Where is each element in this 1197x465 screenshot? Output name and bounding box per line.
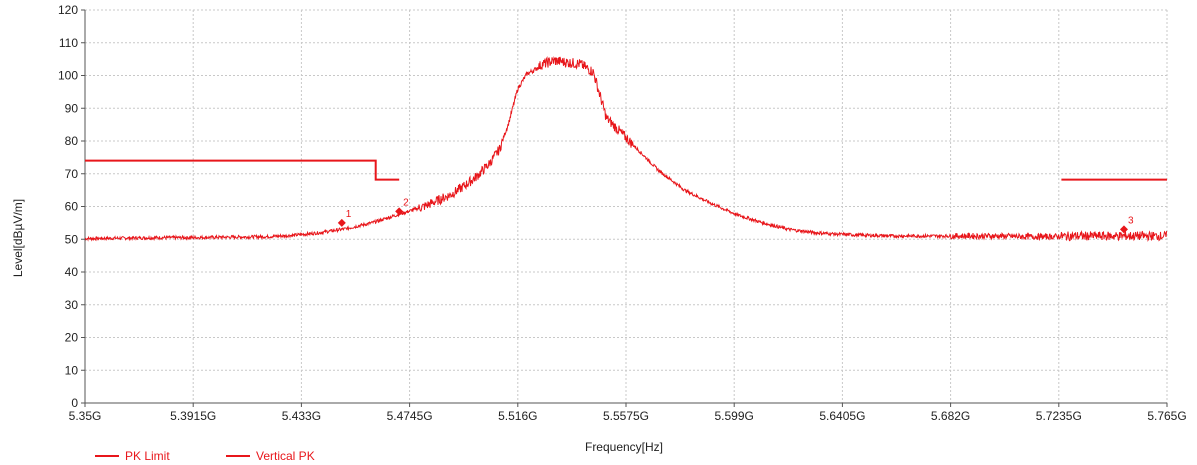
x-axis-title: Frequency[Hz] <box>585 440 663 454</box>
x-tick-label: 5.3915G <box>170 409 216 423</box>
markers: 1 2 3 <box>337 197 1134 234</box>
x-tick-label: 5.35G <box>69 409 102 423</box>
x-tick-label: 5.4745G <box>387 409 433 423</box>
x-tick-label: 5.6405G <box>819 409 865 423</box>
y-tick-label: 70 <box>65 167 79 181</box>
y-tick-label: 10 <box>65 363 79 377</box>
y-tick-label: 120 <box>58 3 78 17</box>
legend-label-1: Vertical PK <box>256 449 315 463</box>
y-tick-label: 100 <box>58 69 78 83</box>
marker-point-3 <box>1119 225 1128 234</box>
pk-limit-line <box>85 159 400 181</box>
y-tick-label: 20 <box>65 331 79 345</box>
marker-point-1 <box>337 218 346 227</box>
y-tick-label: 30 <box>65 298 79 312</box>
marker-label-1: 1 <box>346 209 352 220</box>
x-tick-label: 5.433G <box>282 409 321 423</box>
axes: 0 10 20 30 40 50 60 70 80 90 100 110 120 5.35G 5.3915G… <box>58 3 1187 423</box>
marker-label-3: 3 <box>1128 215 1134 226</box>
series <box>84 56 1168 242</box>
x-tick-label: 5.682G <box>931 409 970 423</box>
y-tick-label: 40 <box>65 265 79 279</box>
y-tick-label: 0 <box>71 396 78 410</box>
y-tick-label: 60 <box>65 200 79 214</box>
y-tick-label: 50 <box>65 232 79 246</box>
y-tick-label: 110 <box>59 36 78 50</box>
legend: PK Limit Vertical PK <box>95 449 315 463</box>
x-tick-label: 5.599G <box>715 409 754 423</box>
vertical-pk-trace <box>84 56 1168 242</box>
x-tick-label: 5.516G <box>498 409 537 423</box>
y-axis-title: Level[dBµV/m] <box>11 199 25 277</box>
x-tick-label: 5.7235G <box>1036 409 1082 423</box>
grid <box>85 9 1168 403</box>
y-tick-label: 80 <box>65 134 79 148</box>
marker-point-2 <box>395 207 404 216</box>
legend-label-0: PK Limit <box>125 449 170 463</box>
y-tick-label: 90 <box>65 101 79 115</box>
x-tick-label: 5.765G <box>1147 409 1186 423</box>
marker-label-2: 2 <box>403 197 409 208</box>
x-tick-label: 5.5575G <box>603 409 649 423</box>
